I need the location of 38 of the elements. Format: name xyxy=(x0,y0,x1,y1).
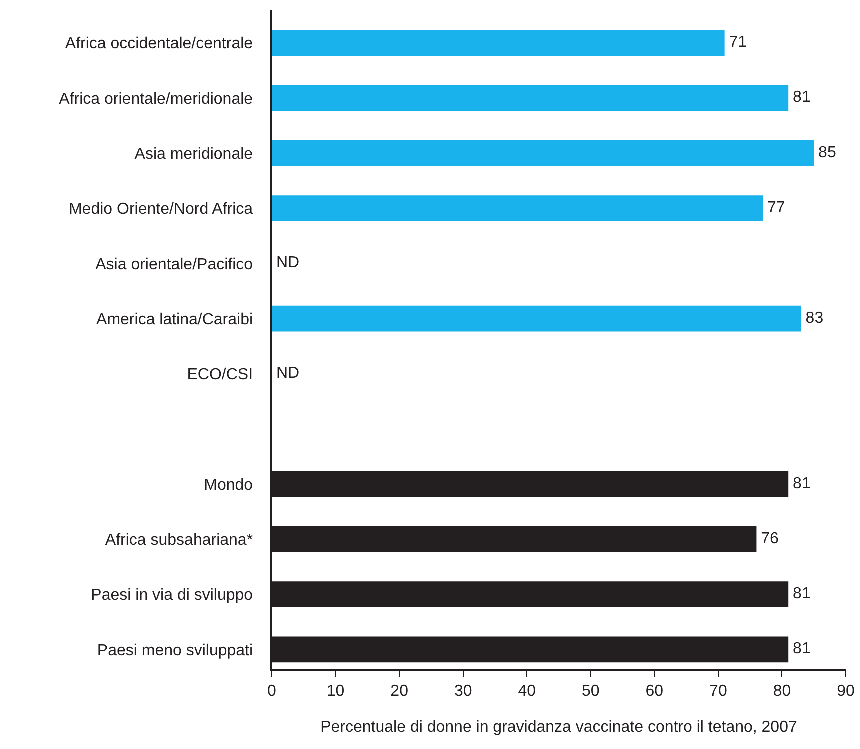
bar xyxy=(272,30,725,56)
y-tick-label: Medio Oriente/Nord Africa xyxy=(68,201,254,218)
data-label: 85 xyxy=(814,144,836,162)
x-axis-title: Percentuale di donne in gravidanza vaccinate contro il tetano, 2007 xyxy=(320,719,798,736)
data-label: 71 xyxy=(724,34,748,52)
y-tick-label: Africa orientale/meridionale xyxy=(59,90,254,108)
data-label: 83 xyxy=(801,310,824,327)
y-tick-label: America latina/Caraibi xyxy=(96,311,254,328)
data-label: 76 xyxy=(756,530,780,548)
data-label: 81 xyxy=(788,586,811,603)
x-tick-label: 30 xyxy=(454,682,472,700)
x-tick-label: 80 xyxy=(773,682,792,700)
bar xyxy=(272,140,814,166)
data-label: 81 xyxy=(788,640,811,658)
y-tick-label: Mondo xyxy=(204,476,254,494)
data-label: 77 xyxy=(763,200,786,217)
bar xyxy=(272,85,789,112)
y-tick-label: Asia orientale/Pacifico xyxy=(96,256,254,274)
y-tick-label: Asia meridionale xyxy=(134,146,254,163)
y-tick-label: Africa occidentale/centrale xyxy=(65,36,254,53)
x-tick-label: 10 xyxy=(326,682,345,700)
bar xyxy=(272,196,764,222)
data-label: 81 xyxy=(788,89,811,106)
y-tick-label: Africa subsahariana* xyxy=(105,532,254,550)
text: ND xyxy=(276,254,300,272)
y-tick-label: Paesi meno sviluppati xyxy=(97,642,254,660)
x-tick-label: 60 xyxy=(646,682,664,700)
x-tick-label: 70 xyxy=(710,682,728,700)
text: ND xyxy=(276,364,300,382)
data-label: 81 xyxy=(788,475,811,492)
y-tick-label: Paesi in via di sviluppo xyxy=(91,587,254,604)
x-tick-label: 90 xyxy=(837,682,855,700)
x-tick-label: 0 xyxy=(268,682,277,700)
x-tick-label: 40 xyxy=(518,682,536,700)
bar xyxy=(272,306,802,332)
x-tick-label: 20 xyxy=(390,682,409,700)
x-tick-label: 50 xyxy=(582,682,600,700)
y-tick-label: ECO/CSI xyxy=(187,366,254,384)
